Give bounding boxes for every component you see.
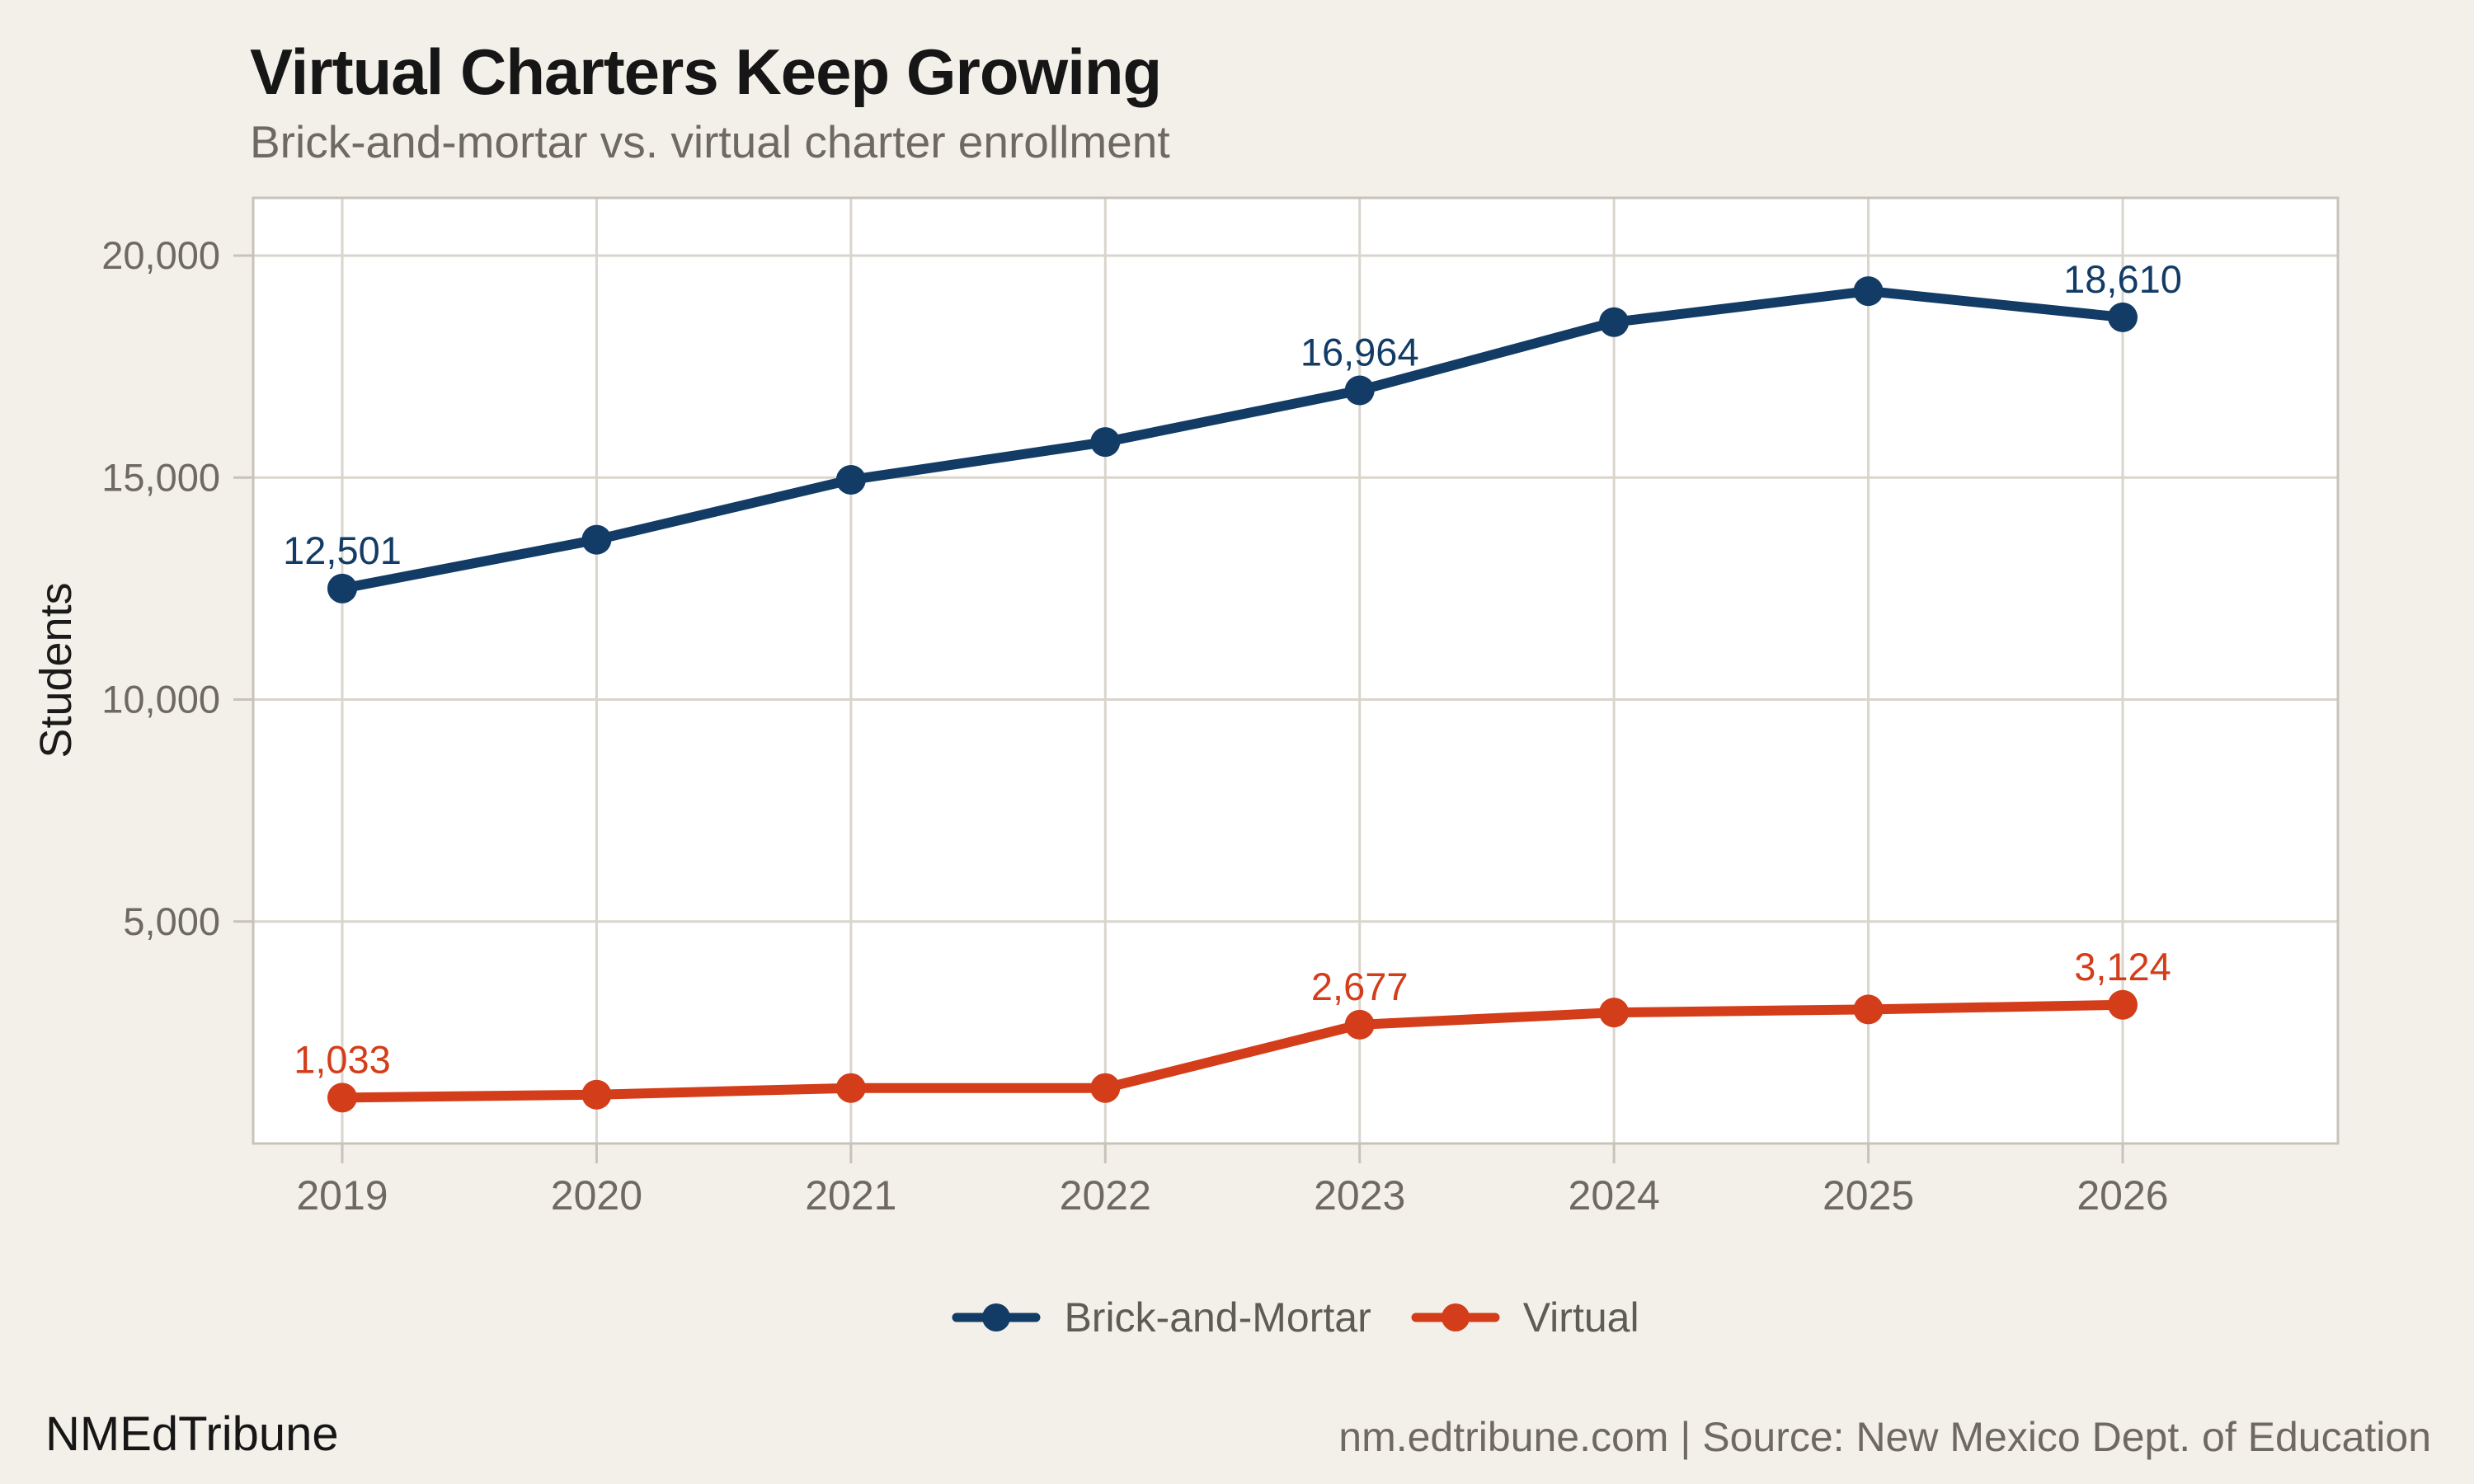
data-point-label: 3,124: [2074, 945, 2171, 989]
plot-panel: [253, 198, 2338, 1144]
data-point: [1344, 1009, 1375, 1040]
data-point: [581, 524, 612, 555]
data-point: [1853, 276, 1884, 307]
data-point: [581, 1079, 612, 1110]
data-point: [1599, 998, 1630, 1028]
plot-panel-border: [252, 196, 2340, 1145]
x-tick-label: 2020: [551, 1172, 642, 1219]
series-line-virtual: [337, 999, 2128, 1103]
data-point: [1090, 427, 1121, 458]
x-tick-label: 2019: [296, 1172, 388, 1219]
series-line-brick-and-mortar: [337, 286, 2128, 594]
x-tick-label: 2023: [1314, 1172, 1405, 1219]
data-point: [327, 573, 357, 603]
data-point: [2108, 989, 2138, 1020]
legend-label-virtual: Virtual: [1522, 1294, 1639, 1341]
legend-item-brick-and-mortar: Brick-and-Mortar: [952, 1291, 1371, 1344]
x-tick-label: 2024: [1569, 1172, 1660, 1219]
data-point: [1344, 375, 1375, 406]
x-tick-label: 2026: [2077, 1172, 2168, 1219]
data-point: [1599, 307, 1630, 337]
x-tick-label: 2025: [1823, 1172, 1914, 1219]
data-point: [327, 1082, 357, 1113]
data-point-label: 16,964: [1300, 330, 1419, 373]
y-tick-label: 20,000: [101, 233, 220, 277]
data-point-label: 18,610: [2063, 257, 2182, 301]
brick-and-mortar-series-marker-icon: [952, 1303, 1041, 1331]
source-attribution: nm.edtribune.com | Source: New Mexico De…: [1338, 1414, 2431, 1460]
data-point-label: 2,677: [1311, 965, 1409, 1008]
chart-subtitle: Brick-and-mortar vs. virtual charter enr…: [250, 116, 1170, 167]
data-point: [835, 464, 866, 495]
y-tick-label: 15,000: [101, 455, 220, 499]
data-point: [2108, 302, 2138, 332]
data-point: [1853, 994, 1884, 1025]
data-point-label: 1,033: [294, 1037, 391, 1081]
virtual-series-marker-icon: [1411, 1303, 1500, 1331]
x-tick-label: 2021: [805, 1172, 896, 1219]
chart-title: Virtual Charters Keep Growing: [250, 35, 1162, 108]
legend-label-brick-and-mortar: Brick-and-Mortar: [1064, 1294, 1371, 1341]
data-point: [1090, 1073, 1121, 1103]
y-tick-label: 10,000: [101, 678, 220, 721]
legend: Brick-and-Mortar Virtual: [253, 1276, 2338, 1359]
data-point-label: 12,501: [283, 528, 402, 572]
brand-logo-text: NMEdTribune: [45, 1407, 339, 1461]
data-point: [835, 1073, 866, 1103]
x-tick-label: 2022: [1060, 1172, 1151, 1219]
legend-item-virtual: Virtual: [1411, 1291, 1639, 1344]
y-tick-label: 5,000: [123, 899, 220, 943]
